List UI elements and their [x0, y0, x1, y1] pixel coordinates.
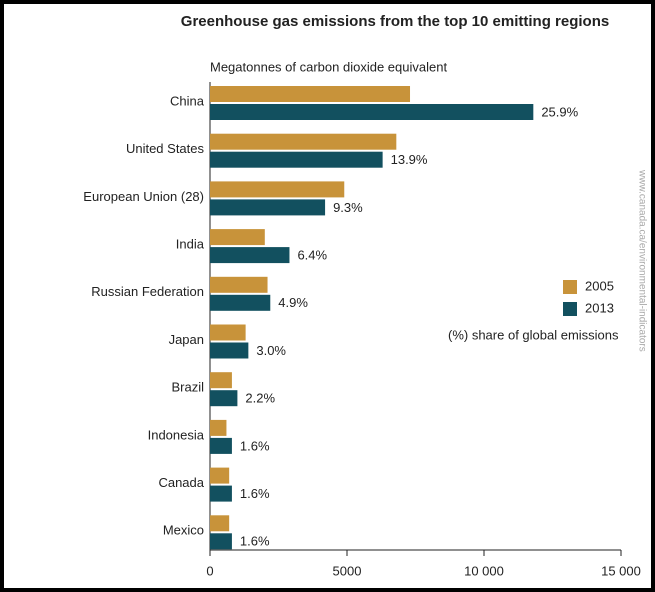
y-tick-label: Mexico: [163, 523, 204, 538]
subtitle: Megatonnes of carbon dioxide equivalent: [210, 59, 447, 74]
bar: [210, 437, 232, 454]
y-tick-label: European Union (28): [83, 189, 204, 204]
y-tick-label: Brazil: [171, 380, 204, 395]
share-label: 4.9%: [278, 295, 308, 310]
x-tick-label: 5000: [333, 563, 362, 578]
bar: [210, 104, 534, 120]
x-tick-label: 10 000: [464, 563, 504, 578]
bar: [210, 294, 271, 311]
y-tick-label: China: [170, 93, 205, 108]
share-label: 6.4%: [297, 248, 327, 263]
bar: [210, 467, 230, 484]
legend-label: 2013: [585, 300, 614, 315]
y-tick-label: Russian Federation: [91, 284, 204, 299]
chart-title: Greenhouse gas emissions from the top 10…: [181, 13, 609, 30]
bar: [210, 247, 290, 264]
share-label: 1.6%: [240, 534, 270, 549]
share-label: 2.2%: [245, 391, 275, 406]
x-tick-label: 0: [206, 563, 213, 578]
bar: [210, 533, 232, 550]
bar: [210, 133, 397, 150]
bar: [210, 342, 249, 359]
share-label: 3.0%: [256, 343, 286, 358]
y-tick-label: Canada: [158, 475, 204, 490]
bar: [210, 372, 232, 389]
legend-swatch: [563, 302, 577, 316]
share-label: 13.9%: [391, 152, 428, 167]
y-tick-label: India: [176, 237, 205, 252]
bar: [210, 199, 326, 216]
share-label: 9.3%: [333, 200, 363, 215]
legend-swatch: [563, 280, 577, 294]
bar: [210, 485, 232, 502]
share-label: 1.6%: [240, 438, 270, 453]
y-tick-label: Indonesia: [148, 427, 205, 442]
y-tick-label: United States: [126, 141, 205, 156]
bar: [210, 229, 265, 246]
bar: [210, 86, 411, 102]
bar: [210, 324, 246, 341]
bar: [210, 419, 227, 436]
bar: [210, 390, 238, 407]
bar: [210, 181, 345, 198]
y-tick-label: Japan: [169, 332, 204, 347]
bar: [210, 515, 230, 532]
share-label: 25.9%: [541, 104, 578, 119]
bar: [210, 276, 268, 293]
source: www.canada.ca/environmental-indicators: [636, 169, 647, 352]
share-label: 1.6%: [240, 486, 270, 501]
bar: [210, 151, 383, 168]
share-note: (%) share of global emissions: [448, 327, 619, 342]
legend-label: 2005: [585, 278, 614, 293]
x-tick-label: 15 000: [601, 563, 641, 578]
